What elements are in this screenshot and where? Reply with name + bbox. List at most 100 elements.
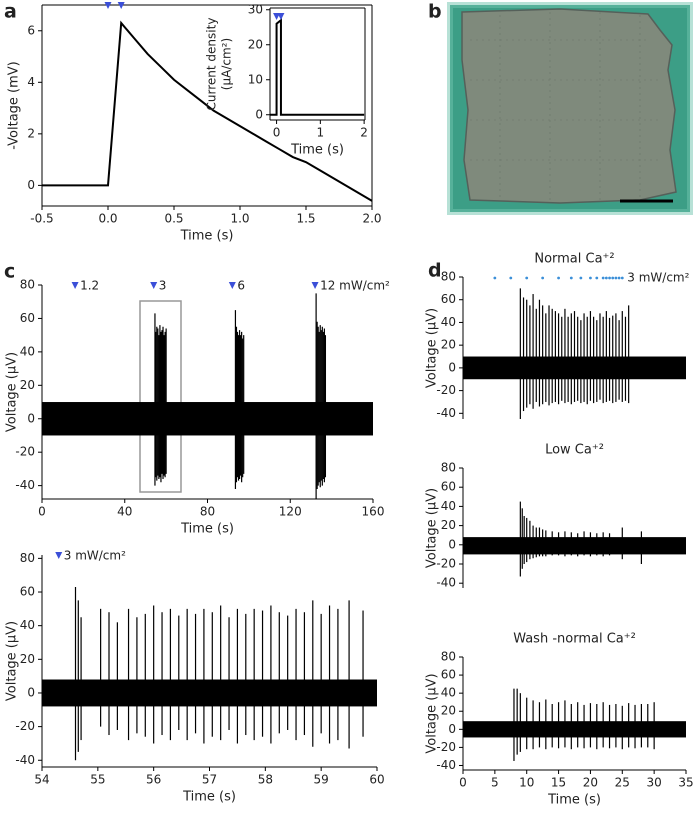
- stimulus-marker: [569, 276, 573, 280]
- y-tick-label: 30: [248, 2, 263, 16]
- y-axis-label: -Voltage (mV): [7, 61, 22, 150]
- x-tick-label: 1.0: [230, 212, 249, 226]
- y-tick-label: 80: [441, 650, 456, 664]
- y-axis-label: Voltage (μV): [425, 308, 440, 388]
- y-tick-label: 60: [441, 480, 456, 494]
- y-tick-label: -20: [436, 740, 456, 754]
- stimulus-marker: [617, 276, 621, 280]
- stimulus-marker: [614, 276, 618, 280]
- stimulus-label: 1.2: [80, 279, 99, 293]
- y-tick-label: -20: [15, 719, 35, 733]
- stimulus-marker: [557, 276, 560, 280]
- y-tick-label: 80: [20, 551, 35, 565]
- stimulus-marker: [277, 13, 285, 20]
- y-tick-label: 60: [441, 668, 456, 682]
- y-tick-label: 20: [20, 652, 35, 666]
- stimulus-marker: [273, 13, 281, 20]
- x-axis-label: Time (s): [182, 790, 236, 805]
- stimulus-label: 3 mW/cm²: [64, 549, 126, 563]
- x-tick-label: 0.0: [98, 212, 117, 226]
- y-tick-label: -20: [436, 383, 456, 397]
- panel-title: Wash -normal Ca⁺²: [513, 632, 636, 647]
- plot: [463, 501, 686, 577]
- stimulus-marker: [611, 276, 615, 280]
- y-tick-label: 20: [441, 338, 456, 352]
- y-tick-label: 80: [441, 270, 456, 284]
- y-tick-label: 20: [441, 704, 456, 718]
- y-tick-label: 20: [441, 518, 456, 532]
- y-tick-label: 4: [27, 75, 35, 89]
- image-border: [447, 2, 693, 215]
- x-tick-label: 25: [615, 776, 630, 790]
- plot: [463, 688, 686, 761]
- y-tick-label: 0: [27, 685, 35, 699]
- y-tick-label: 40: [20, 618, 35, 632]
- x-tick-label: 55: [90, 773, 105, 787]
- stimulus-marker: [493, 276, 497, 280]
- plot: [463, 288, 686, 419]
- stimulus-marker: [525, 276, 529, 280]
- stimulus-marker: [228, 282, 236, 289]
- y-tick-label: -40: [15, 753, 35, 767]
- y-tick-label: 80: [20, 278, 35, 292]
- y-tick-label: 60: [20, 311, 35, 325]
- stimulus-marker: [620, 276, 624, 280]
- y-tick-label: 60: [20, 585, 35, 599]
- stimulus-marker: [541, 276, 545, 280]
- tissue: [461, 8, 677, 204]
- y-tick-label: 2: [27, 126, 35, 140]
- x-tick-label: 54: [34, 773, 49, 787]
- y-axis-label: Voltage (μV): [425, 673, 440, 753]
- x-tick-label: 160: [362, 505, 385, 519]
- stimulus-marker: [601, 276, 605, 280]
- x-tick-label: 0: [273, 126, 281, 140]
- y-tick-label: 80: [441, 461, 456, 475]
- stimulus-label: 3 mW/cm²: [627, 271, 689, 285]
- stimulus-marker: [55, 552, 63, 559]
- panel-title: Low Ca⁺²: [545, 443, 604, 458]
- stimulus-marker: [608, 276, 611, 280]
- stimulus-marker: [604, 276, 608, 280]
- x-tick-label: 15: [551, 776, 566, 790]
- inset-background: [270, 8, 365, 120]
- y-tick-label: -40: [436, 406, 456, 420]
- y-tick-label: 0: [448, 360, 456, 374]
- x-tick-label: 1.5: [296, 212, 315, 226]
- plot: [270, 18, 365, 116]
- noise-band: [463, 721, 686, 738]
- noise-band: [42, 679, 377, 707]
- stimulus-marker: [104, 2, 112, 9]
- trace-line: [42, 20, 373, 202]
- stimulus-marker: [509, 276, 513, 280]
- x-tick-label: 5: [491, 776, 499, 790]
- stimulus-label: 6: [237, 279, 245, 293]
- stimulus-marker: [589, 276, 592, 280]
- x-tick-label: 120: [279, 505, 302, 519]
- y-tick-label: 0: [255, 107, 263, 121]
- y-tick-label: -20: [15, 445, 35, 459]
- y-axis-label: Voltage (μV): [5, 352, 20, 432]
- x-tick-label: 0: [459, 776, 467, 790]
- plot: [42, 293, 373, 499]
- y-tick-label: -20: [436, 557, 456, 571]
- x-tick-label: 40: [117, 505, 132, 519]
- y-tick-label: 0: [27, 411, 35, 425]
- x-tick-label: 30: [647, 776, 662, 790]
- y-tick-label: 0: [448, 722, 456, 736]
- y-tick-label: 10: [248, 72, 263, 86]
- x-tick-label: 80: [200, 505, 215, 519]
- x-tick-label: 0.5: [164, 212, 183, 226]
- x-tick-label: 56: [146, 773, 161, 787]
- panel-title: Normal Ca⁺²: [534, 252, 614, 267]
- stimulus-marker: [150, 282, 158, 289]
- y-tick-label: 40: [441, 686, 456, 700]
- plot: [42, 20, 373, 202]
- x-tick-label: 57: [202, 773, 217, 787]
- x-tick-label: 2: [360, 126, 368, 140]
- trace-line: [270, 18, 365, 116]
- y-tick-label: 20: [248, 37, 263, 51]
- x-tick-label: 60: [369, 773, 384, 787]
- x-tick-label: 2.0: [362, 212, 381, 226]
- y-tick-label: 20: [20, 378, 35, 392]
